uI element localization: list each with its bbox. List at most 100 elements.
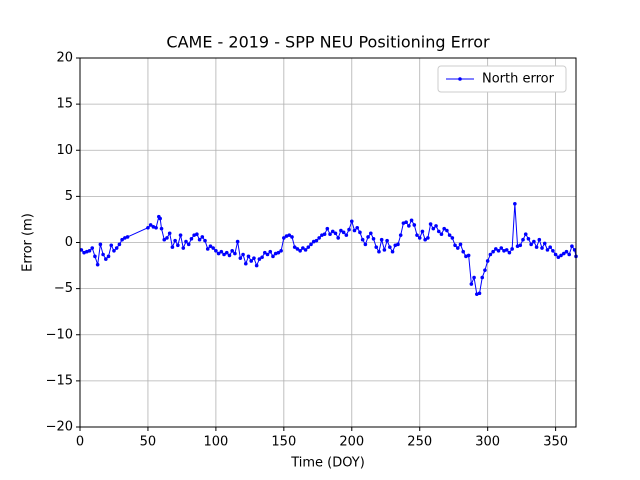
- data-point: [287, 233, 292, 237]
- data-point: [120, 237, 124, 242]
- data-point: [396, 242, 400, 247]
- data-point: [526, 237, 531, 241]
- y-tick-label: 15: [56, 97, 73, 112]
- data-point: [93, 254, 97, 259]
- y-tick-label: 20: [56, 51, 73, 66]
- data-point: [214, 249, 218, 253]
- data-point: [301, 246, 305, 250]
- data-point: [211, 246, 215, 250]
- y-tick-label: −5: [54, 281, 73, 296]
- data-point: [158, 216, 162, 221]
- data-point: [447, 233, 452, 237]
- data-point: [377, 249, 381, 254]
- data-point: [428, 222, 433, 226]
- y-axis-label: Error (m): [21, 213, 36, 272]
- data-point: [257, 257, 262, 261]
- data-point: [426, 236, 430, 240]
- data-point: [559, 253, 563, 258]
- data-point: [222, 252, 226, 257]
- data-point: [388, 245, 392, 249]
- data-point: [205, 247, 210, 251]
- data-point: [233, 251, 237, 256]
- data-point: [366, 235, 370, 239]
- x-tick-label: 150: [271, 435, 296, 450]
- data-point: [458, 242, 463, 247]
- data-point: [515, 244, 520, 248]
- data-point: [363, 242, 368, 247]
- data-point: [87, 249, 92, 253]
- data-point: [224, 250, 229, 255]
- data-point: [303, 248, 308, 252]
- data-point: [534, 245, 539, 249]
- data-point: [123, 236, 127, 240]
- data-point: [407, 224, 411, 228]
- data-point: [230, 249, 234, 253]
- data-point: [475, 292, 479, 296]
- data-point: [95, 262, 100, 267]
- data-point: [317, 236, 321, 240]
- data-point: [195, 232, 199, 236]
- data-point: [311, 239, 316, 244]
- data-point: [320, 233, 324, 237]
- data-point: [507, 250, 512, 255]
- data-point: [227, 253, 232, 258]
- data-point: [336, 236, 340, 240]
- y-tick-label: 10: [56, 143, 73, 158]
- data-point: [564, 249, 569, 254]
- data-point: [104, 257, 108, 261]
- data-point: [173, 238, 177, 243]
- y-tick-label: −10: [46, 327, 73, 342]
- data-point: [249, 259, 254, 263]
- data-point: [523, 232, 528, 236]
- x-tick-label: 50: [140, 435, 157, 450]
- data-point: [567, 252, 572, 257]
- data-point: [203, 238, 207, 243]
- x-tick-label: 350: [543, 435, 568, 450]
- data-point: [282, 236, 286, 240]
- y-tick-label: 5: [65, 189, 73, 204]
- data-point: [464, 254, 468, 259]
- data-point: [322, 232, 327, 236]
- data-point: [341, 230, 346, 235]
- data-point: [216, 251, 221, 256]
- data-point: [309, 242, 313, 247]
- data-point: [192, 233, 196, 237]
- data-point: [436, 229, 441, 234]
- data-point: [84, 249, 89, 254]
- data-point: [532, 239, 536, 244]
- data-point: [553, 252, 558, 257]
- data-point: [325, 226, 330, 231]
- data-point: [510, 247, 514, 251]
- data-point: [442, 226, 446, 231]
- data-point: [513, 201, 517, 206]
- data-point: [494, 247, 498, 251]
- data-point: [243, 261, 248, 266]
- data-point: [355, 225, 360, 230]
- data-point: [254, 263, 259, 268]
- y-tick-label: 0: [65, 235, 73, 250]
- data-point: [504, 248, 509, 252]
- legend-label: North error: [482, 72, 555, 87]
- data-point: [344, 233, 349, 237]
- data-point: [561, 251, 566, 256]
- x-tick-label: 200: [339, 435, 364, 450]
- data-point: [472, 275, 476, 280]
- x-tick-label: 250: [407, 435, 432, 450]
- legend-marker: [458, 77, 462, 81]
- data-point: [483, 268, 487, 272]
- data-point: [298, 249, 302, 253]
- x-tick-label: 0: [76, 435, 84, 450]
- data-point: [273, 251, 278, 256]
- data-point: [551, 249, 555, 253]
- data-point: [431, 226, 436, 231]
- data-point: [358, 230, 362, 235]
- y-tick-label: −15: [46, 373, 73, 388]
- data-point: [548, 245, 552, 249]
- x-tick-label: 300: [475, 435, 500, 450]
- data-point: [445, 228, 449, 233]
- data-point: [279, 249, 283, 253]
- data-point: [186, 242, 191, 247]
- data-point: [114, 246, 119, 250]
- data-point: [263, 250, 267, 255]
- data-point: [328, 232, 332, 236]
